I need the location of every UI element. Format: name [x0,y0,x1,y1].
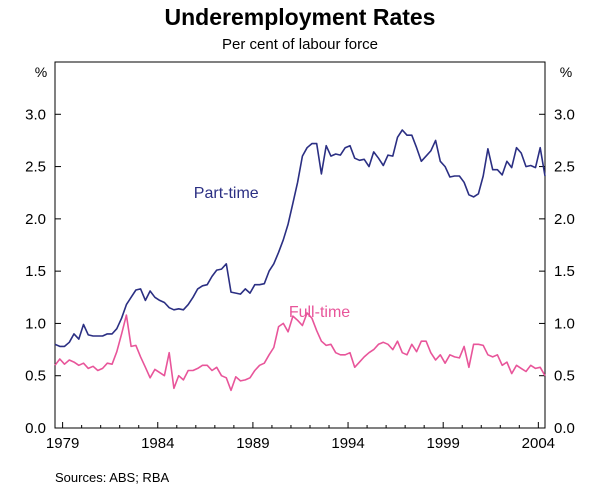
x-tick-label: 1994 [331,435,364,452]
y-tick-label-right: 3.0 [554,106,575,123]
series-line-part-time [54,129,546,348]
y-tick-label-left: 0.5 [25,368,46,385]
x-tick-label: 1984 [141,435,174,452]
source-note: Sources: ABS; RBA [55,470,170,485]
series-line-full-time [54,312,546,392]
y-tick-label-right: 1.5 [554,263,575,280]
axis-ticks [55,113,545,429]
y-tick-label-left: 3.0 [25,106,46,123]
y-tick-label-right: 2.5 [554,159,575,176]
y-tick-label-left: 1.0 [25,315,46,332]
y-tick-label-left: 1.5 [25,263,46,280]
series-label-part-time: Part-time [194,185,259,202]
x-tick-label: 1979 [46,435,79,452]
x-tick-label: 2004 [522,435,555,452]
y-tick-label-left: 0.0 [25,420,46,437]
y-axis-unit-left: % [35,64,47,80]
series-label-full-time: Full-time [289,304,350,321]
chart-title: Underemployment Rates [164,4,436,30]
y-tick-label-left: 2.5 [25,159,46,176]
x-tick-label: 1999 [427,435,460,452]
x-tick-label: 1989 [236,435,269,452]
series-lines [54,129,546,392]
y-axis-unit-right: % [560,64,572,80]
chart-subtitle: Per cent of labour force [222,36,378,53]
y-tick-label-right: 0.0 [554,420,575,437]
y-tick-label-right: 0.5 [554,368,575,385]
axis-labels: 0.0 0.0 0.5 0.5 1.0 1.0 1.5 1.5 2.0 2.0 2.5 2.5 3.0 3… [25,106,575,452]
plot-area-frame [54,61,546,429]
y-tick-label-right: 2.0 [554,211,575,228]
y-tick-label-left: 2.0 [25,211,46,228]
y-tick-label-right: 1.0 [554,315,575,332]
